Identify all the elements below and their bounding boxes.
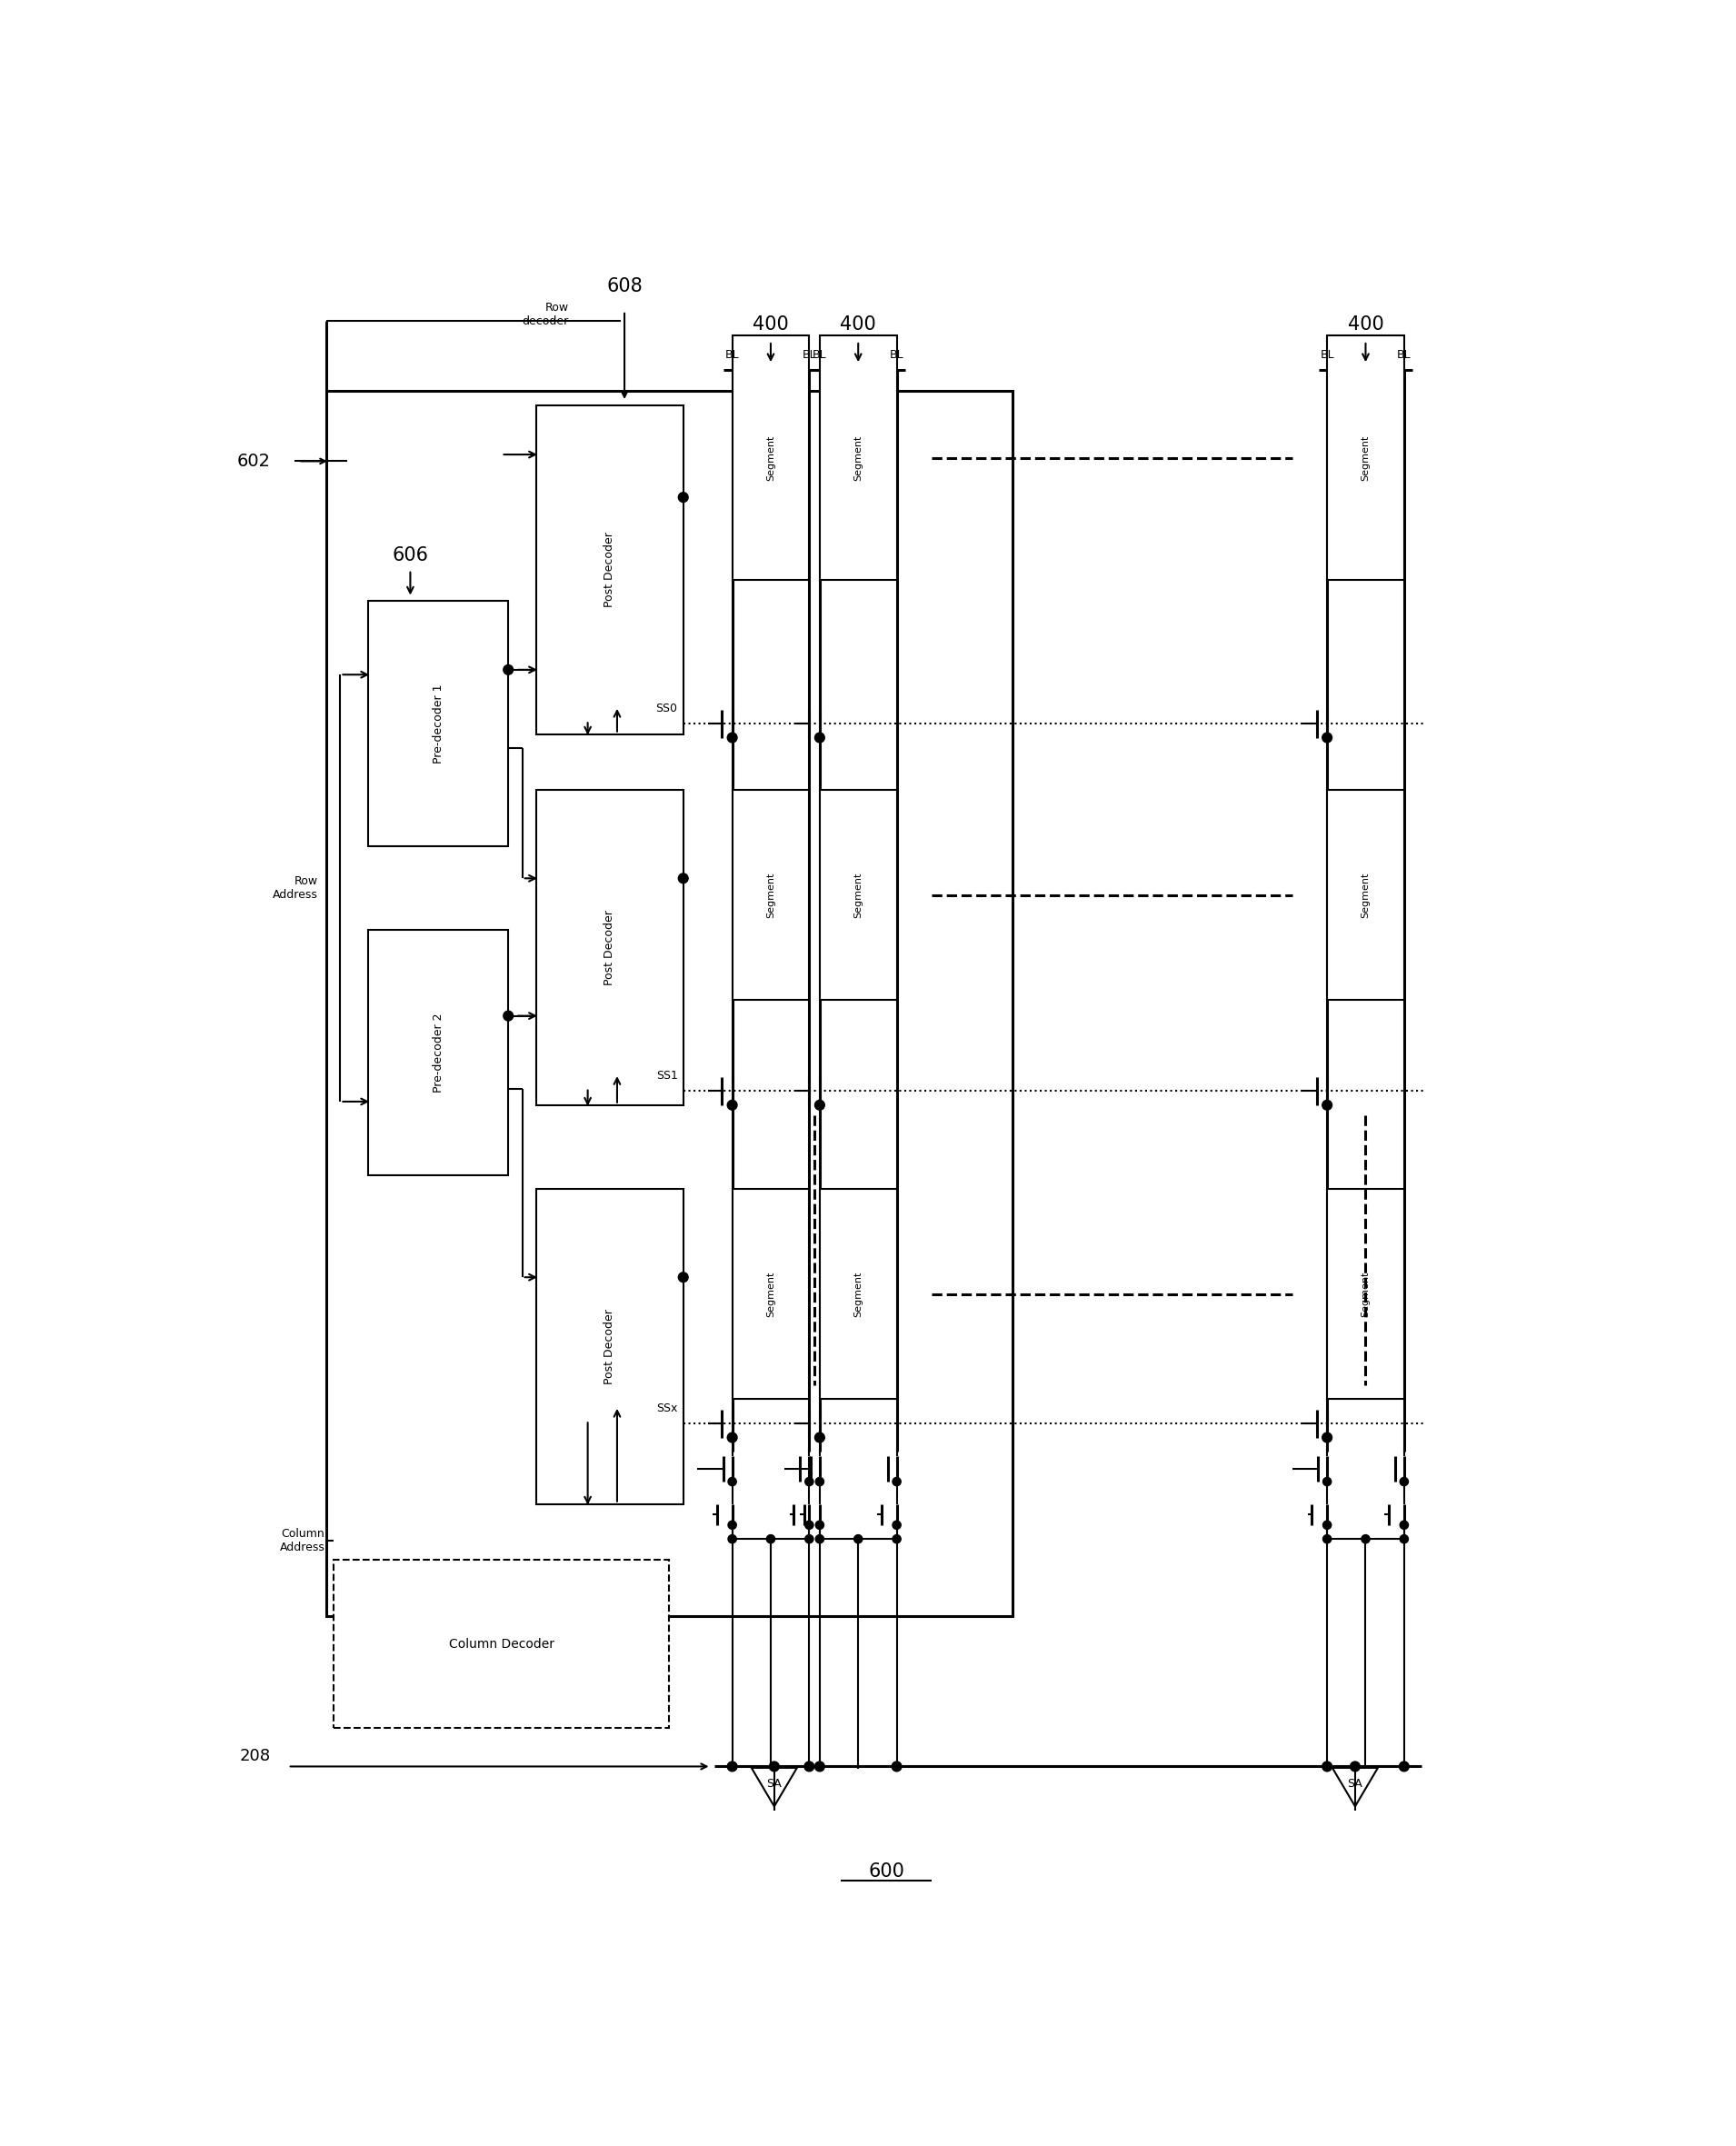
Text: Pre-decoder 1: Pre-decoder 1 bbox=[432, 685, 444, 764]
Circle shape bbox=[1399, 1762, 1410, 1770]
Bar bbox=[333, 1560, 670, 1728]
Circle shape bbox=[727, 1534, 736, 1543]
Text: SA: SA bbox=[1347, 1779, 1363, 1790]
Circle shape bbox=[816, 1522, 825, 1530]
Text: SA: SA bbox=[767, 1779, 781, 1790]
Circle shape bbox=[727, 1434, 738, 1442]
Bar bbox=[536, 406, 684, 734]
Bar bbox=[819, 1189, 898, 1399]
Circle shape bbox=[503, 665, 514, 674]
Circle shape bbox=[727, 732, 738, 743]
Circle shape bbox=[892, 1762, 901, 1770]
Circle shape bbox=[892, 1476, 901, 1485]
Text: Post Decoder: Post Decoder bbox=[604, 1309, 616, 1384]
Circle shape bbox=[814, 732, 825, 743]
Circle shape bbox=[892, 1522, 901, 1530]
Circle shape bbox=[892, 1534, 901, 1543]
Text: Segment: Segment bbox=[766, 436, 776, 481]
Bar bbox=[733, 790, 809, 1000]
Bar bbox=[733, 335, 809, 579]
Bar bbox=[1326, 790, 1404, 1000]
Text: Segment: Segment bbox=[766, 871, 776, 918]
Circle shape bbox=[1323, 1101, 1332, 1109]
Text: Row
Address: Row Address bbox=[273, 876, 318, 901]
Circle shape bbox=[806, 1522, 814, 1530]
Circle shape bbox=[816, 1534, 825, 1543]
Circle shape bbox=[814, 1762, 825, 1770]
Text: Segment: Segment bbox=[854, 871, 863, 918]
Bar bbox=[819, 790, 898, 1000]
Bar bbox=[733, 1189, 809, 1399]
Text: Post Decoder: Post Decoder bbox=[604, 532, 616, 607]
Text: Segment: Segment bbox=[1361, 436, 1370, 481]
Text: Column
Address: Column Address bbox=[279, 1528, 325, 1554]
Circle shape bbox=[1323, 1522, 1332, 1530]
Circle shape bbox=[679, 491, 687, 502]
Circle shape bbox=[727, 1522, 736, 1530]
Bar bbox=[536, 1189, 684, 1504]
Text: BL: BL bbox=[1397, 350, 1411, 361]
Text: Segment: Segment bbox=[854, 1270, 863, 1318]
Text: 400: 400 bbox=[753, 315, 788, 335]
Circle shape bbox=[679, 1273, 687, 1281]
Text: Segment: Segment bbox=[1361, 871, 1370, 918]
Text: Row
decoder: Row decoder bbox=[523, 300, 568, 326]
Circle shape bbox=[806, 1476, 814, 1485]
Text: Post Decoder: Post Decoder bbox=[604, 910, 616, 985]
Bar bbox=[536, 790, 684, 1105]
Circle shape bbox=[1351, 1762, 1359, 1770]
Text: Segment: Segment bbox=[854, 436, 863, 481]
Circle shape bbox=[806, 1534, 814, 1543]
Circle shape bbox=[1323, 1534, 1332, 1543]
Circle shape bbox=[804, 1762, 814, 1770]
Bar bbox=[326, 391, 1012, 1616]
Circle shape bbox=[816, 1476, 825, 1485]
Text: Segment: Segment bbox=[1361, 1270, 1370, 1318]
Text: BL: BL bbox=[889, 350, 904, 361]
Text: 606: 606 bbox=[392, 547, 429, 564]
Text: BL: BL bbox=[726, 350, 740, 361]
Text: Segment: Segment bbox=[766, 1270, 776, 1318]
Text: 600: 600 bbox=[868, 1863, 904, 1880]
Bar bbox=[1326, 335, 1404, 579]
Text: SSx: SSx bbox=[656, 1401, 677, 1414]
Text: SS0: SS0 bbox=[656, 702, 677, 715]
Circle shape bbox=[1323, 1476, 1332, 1485]
Circle shape bbox=[1399, 1534, 1408, 1543]
Circle shape bbox=[814, 1434, 825, 1442]
Text: BL: BL bbox=[812, 350, 826, 361]
Circle shape bbox=[1399, 1476, 1408, 1485]
Circle shape bbox=[679, 873, 687, 884]
Bar bbox=[819, 335, 898, 579]
Bar bbox=[368, 929, 509, 1176]
Circle shape bbox=[503, 1011, 514, 1021]
Circle shape bbox=[1323, 1762, 1332, 1770]
Text: 608: 608 bbox=[606, 277, 642, 296]
Text: 400: 400 bbox=[840, 315, 877, 335]
Circle shape bbox=[727, 1476, 736, 1485]
Circle shape bbox=[1323, 1434, 1332, 1442]
Text: BL: BL bbox=[802, 350, 816, 361]
Text: 602: 602 bbox=[236, 453, 271, 470]
Text: BL: BL bbox=[1319, 350, 1335, 361]
Circle shape bbox=[854, 1534, 863, 1543]
Text: 208: 208 bbox=[240, 1747, 271, 1764]
Text: Pre-decoder 2: Pre-decoder 2 bbox=[432, 1013, 444, 1092]
Circle shape bbox=[814, 1101, 825, 1109]
Circle shape bbox=[1323, 732, 1332, 743]
Circle shape bbox=[767, 1534, 774, 1543]
Bar bbox=[368, 601, 509, 846]
Text: Column Decoder: Column Decoder bbox=[448, 1637, 554, 1650]
Text: 400: 400 bbox=[1347, 315, 1384, 335]
Bar bbox=[1326, 1189, 1404, 1399]
Circle shape bbox=[769, 1762, 779, 1770]
Circle shape bbox=[727, 1101, 738, 1109]
Circle shape bbox=[1399, 1522, 1408, 1530]
Circle shape bbox=[727, 1762, 738, 1770]
Circle shape bbox=[1361, 1534, 1370, 1543]
Text: SS1: SS1 bbox=[656, 1069, 677, 1082]
